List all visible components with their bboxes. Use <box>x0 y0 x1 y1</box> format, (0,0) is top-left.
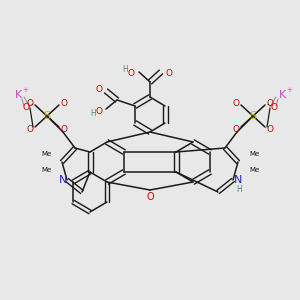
Text: -: - <box>31 101 33 107</box>
Text: O: O <box>271 103 278 112</box>
Text: N: N <box>234 175 242 185</box>
Text: O: O <box>266 124 274 134</box>
Text: +: + <box>22 87 28 93</box>
Text: O: O <box>266 98 274 107</box>
Text: K: K <box>14 90 22 100</box>
Text: O: O <box>128 68 134 77</box>
Text: Me: Me <box>41 167 51 173</box>
Text: H: H <box>236 185 242 194</box>
Text: +: + <box>286 87 292 93</box>
Text: O: O <box>61 98 68 107</box>
Text: O: O <box>232 98 239 107</box>
Text: Me: Me <box>41 151 51 157</box>
Text: O: O <box>146 192 154 202</box>
Text: H: H <box>122 65 128 74</box>
Text: K: K <box>278 90 286 100</box>
Text: O: O <box>26 124 34 134</box>
Text: S: S <box>249 111 256 121</box>
Text: S: S <box>44 111 51 121</box>
Text: H: H <box>90 109 96 118</box>
Text: O: O <box>61 124 68 134</box>
Text: N: N <box>59 175 67 185</box>
Text: Me: Me <box>249 151 259 157</box>
Text: -: - <box>267 101 269 107</box>
Text: O: O <box>95 106 103 116</box>
Text: O: O <box>232 124 239 134</box>
Text: O: O <box>26 98 34 107</box>
Text: Me: Me <box>249 167 259 173</box>
Text: O: O <box>95 85 103 94</box>
Text: O: O <box>166 68 172 77</box>
Text: O: O <box>22 103 29 112</box>
